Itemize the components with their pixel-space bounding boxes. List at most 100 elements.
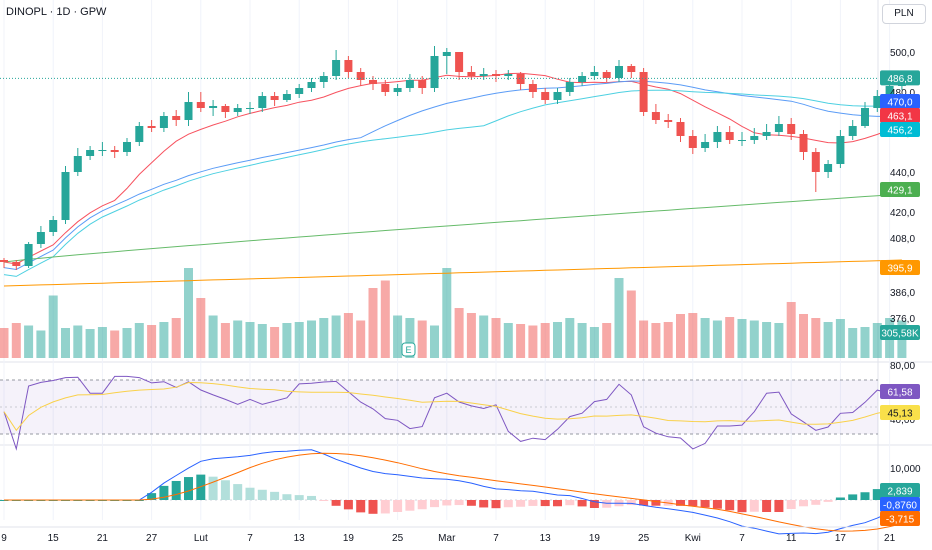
macd-histogram-bar xyxy=(294,495,304,500)
macd-histogram-bar xyxy=(786,500,796,509)
candle-body xyxy=(73,156,82,172)
volume-bar xyxy=(466,313,476,358)
volume-bar xyxy=(122,328,132,358)
macd-histogram-bar xyxy=(626,500,636,506)
volume-bar xyxy=(823,322,833,358)
candle-body xyxy=(664,120,673,122)
currency-selector[interactable]: PLN xyxy=(882,4,926,24)
candle-body xyxy=(270,96,279,100)
candle-body xyxy=(159,116,168,128)
macd-histogram-bar xyxy=(282,494,292,500)
volume-bar xyxy=(676,314,685,358)
candle-body xyxy=(381,84,390,92)
volume-bar xyxy=(184,268,193,358)
candle-body xyxy=(455,52,464,72)
ma-value-label-bg xyxy=(880,260,920,275)
macd-histogram-bar xyxy=(651,500,661,506)
volume-bar xyxy=(503,323,513,358)
candle-body xyxy=(479,74,488,76)
macd-histogram-bar xyxy=(823,500,833,502)
volume-bar xyxy=(343,313,353,358)
ma-value-label-bg xyxy=(880,182,920,197)
rsi-ma-value-label: 45,13 xyxy=(887,409,912,420)
macd-histogram-bar xyxy=(356,500,366,513)
volume-bar xyxy=(36,330,46,358)
macd-signal-line xyxy=(4,452,903,532)
ma-value-label: 456,2 xyxy=(887,126,912,137)
price-tick-label: 386,0 xyxy=(890,288,915,299)
macd-histogram-bar xyxy=(565,500,575,506)
macd-histogram-bar xyxy=(835,497,845,500)
candle-body xyxy=(61,172,70,220)
volume-bar xyxy=(786,302,796,358)
macd-histogram-bar xyxy=(343,500,353,510)
candle-body xyxy=(369,80,377,84)
candle-body xyxy=(725,132,734,140)
macd-histogram-bar xyxy=(553,500,562,507)
date-tick-label: 27 xyxy=(146,533,158,544)
candle-body xyxy=(713,132,722,142)
date-tick-label: Kwi xyxy=(685,533,701,544)
candle-body xyxy=(356,72,365,80)
macd-histogram-bar xyxy=(503,500,513,508)
macd-histogram-bar xyxy=(602,500,612,508)
volume-bar xyxy=(294,322,304,358)
rsi-value-label: 61,58 xyxy=(887,388,912,399)
candle-body xyxy=(885,86,894,96)
candle-body xyxy=(738,140,746,141)
macd-histogram-bar xyxy=(737,500,747,513)
macd-histogram-bar xyxy=(700,500,710,508)
macd-histogram-bar xyxy=(848,494,858,500)
macd-histogram-bar xyxy=(688,500,698,507)
macd-histogram-bar xyxy=(393,500,403,512)
candle-body xyxy=(492,74,500,76)
candle-body xyxy=(123,142,131,152)
price-tick-label: 440,0 xyxy=(890,168,915,179)
macd-histogram-bar xyxy=(196,474,206,500)
macd-histogram-bar xyxy=(516,500,526,507)
macd-histogram-bar xyxy=(799,500,808,507)
volume-bar xyxy=(528,325,538,358)
volume-bar xyxy=(61,328,70,358)
date-tick-label: 21 xyxy=(884,533,896,544)
macd-histogram-bar xyxy=(712,500,722,509)
macd-histogram-bar xyxy=(749,500,759,512)
candle-body xyxy=(36,232,45,244)
volume-bar xyxy=(0,328,9,358)
candle-body xyxy=(49,220,58,232)
volume-bar xyxy=(737,319,747,358)
macd-histogram-bar xyxy=(368,500,378,514)
volume-bar xyxy=(208,315,218,358)
date-tick-label: Lut xyxy=(194,533,208,544)
candle-body xyxy=(110,150,119,152)
volume-bar xyxy=(516,324,526,358)
symbol-title: DINOPL · 1D · GPW xyxy=(6,6,107,18)
volume-bar xyxy=(405,318,415,358)
candle-body xyxy=(824,164,833,172)
macd-histogram-bar xyxy=(589,500,599,508)
volume-bar xyxy=(565,318,575,358)
macd-histogram-bar xyxy=(417,500,427,510)
volume-bar xyxy=(626,290,636,358)
volume-bar xyxy=(688,313,698,358)
volume-bar xyxy=(11,323,21,358)
candle-body xyxy=(418,80,427,88)
macd-histogram-bar xyxy=(319,500,329,501)
volume-bar xyxy=(331,315,341,358)
moving-average-line xyxy=(3,259,902,287)
candle-body xyxy=(442,52,451,56)
volume-bar xyxy=(725,317,735,358)
candle-body xyxy=(344,60,353,72)
candle-body xyxy=(86,150,95,156)
macd-histogram-bar xyxy=(528,500,538,506)
volume-bar xyxy=(430,325,439,358)
candle-body xyxy=(24,244,33,266)
price-tick-label: 420,0 xyxy=(890,208,915,219)
volume-bar xyxy=(97,327,107,358)
candle-body xyxy=(98,150,107,151)
price-tick-label: 500,0 xyxy=(890,48,915,59)
volume-bar xyxy=(380,280,390,358)
moving-average-line xyxy=(3,72,903,265)
candle-body xyxy=(393,88,402,92)
